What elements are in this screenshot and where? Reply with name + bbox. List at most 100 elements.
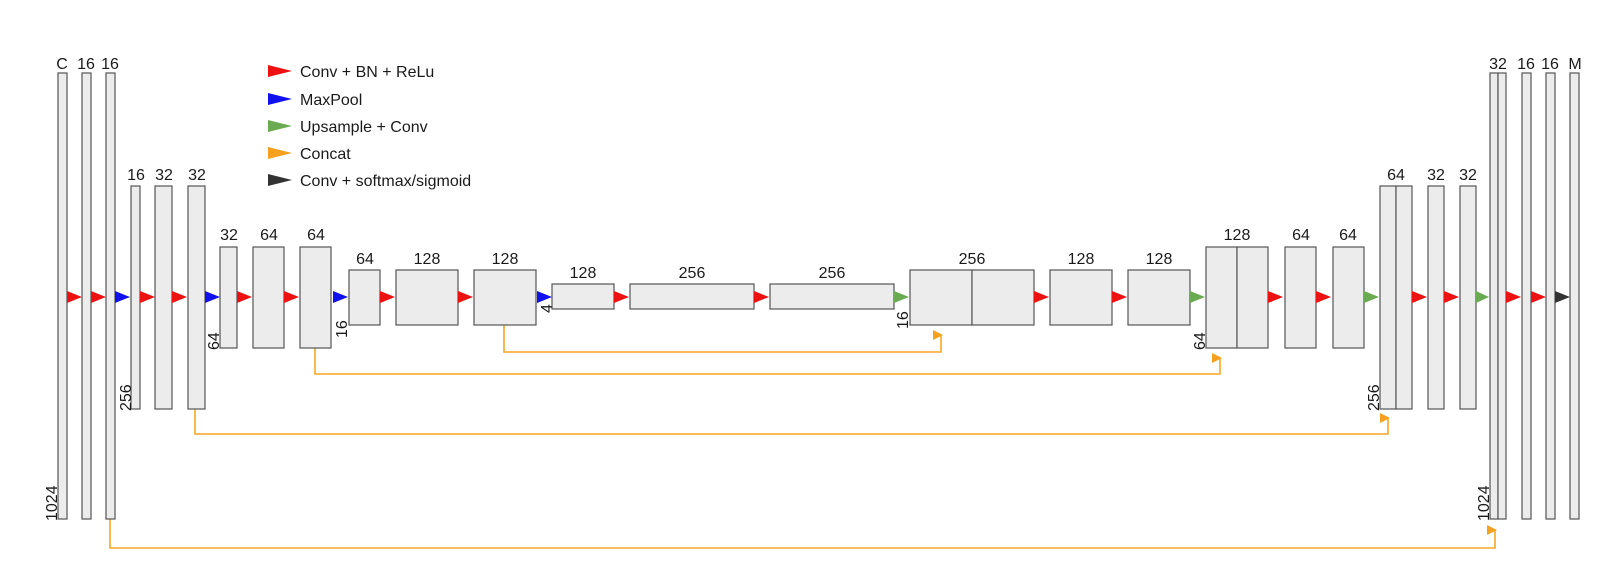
feature-map-enc1-a [81,72,92,520]
black-arrow-icon [268,174,292,186]
feature-map-dec1-concat-right [1497,72,1507,520]
feature-map-enc1-b [105,72,116,520]
feature-map-dec1-b [1545,72,1556,520]
operation-arrows [67,291,1570,303]
feature-map-bottleneck-a [629,283,755,310]
channel-label: 32 [1489,56,1507,73]
upsample-arrow [1190,291,1205,303]
conv-arrow [1506,291,1521,303]
maxpool-arrow [115,291,130,303]
channel-label: 16 [127,167,145,184]
channel-label: 64 [260,227,278,244]
conv-arrow [1531,291,1546,303]
feature-map-enc4-b [473,269,537,326]
conv-arrow [67,291,82,303]
feature-maps [57,72,1580,520]
conv-arrow [1268,291,1283,303]
maxpool-arrow [537,291,552,303]
feature-map-output-m [1569,72,1580,520]
size-label: 16 [334,320,351,338]
conv-arrow [91,291,106,303]
channel-labels: C 16 16 16 32 32 32 64 64 64 128 128 128… [56,56,1581,282]
maxpool-arrow [205,291,220,303]
size-label: 1024 [1476,485,1493,521]
size-label: 16 [895,311,912,329]
conv-arrow [614,291,629,303]
green-arrow-icon [268,120,292,132]
legend-label-final: Conv + softmax/sigmoid [300,173,471,190]
legend-item-final: Conv + softmax/sigmoid [268,173,471,190]
channel-label: 64 [1292,227,1310,244]
channel-label: 32 [1459,167,1477,184]
channel-label: M [1568,56,1581,73]
legend-item-upsample: Upsample + Conv [268,119,428,136]
size-label: 64 [1192,332,1209,350]
feature-map-dec2-concat-right [1395,185,1413,410]
feature-map-enc3-a [252,246,285,349]
channel-label: 128 [570,265,597,282]
blue-arrow-icon [268,93,292,105]
channel-label: C [56,56,68,73]
legend-label-concat: Concat [300,146,351,163]
red-arrow-icon [268,65,292,77]
feature-map-dec3-a [1284,246,1317,349]
size-label: 64 [206,332,223,350]
skip-connections [109,325,1497,549]
upsample-arrow [1364,291,1379,303]
maxpool-arrow [333,291,348,303]
legend: Conv + BN + ReLu MaxPool Upsample + Conv… [268,64,471,190]
conv-arrow [1444,291,1459,303]
feature-map-dec3-b [1332,246,1365,349]
size-label: 1024 [44,485,61,521]
size-labels: 1024 256 64 16 4 16 64 256 1024 [44,304,1493,521]
feature-map-dec4-concat-left [909,269,973,326]
conv-arrow [140,291,155,303]
channel-label: 128 [1224,227,1251,244]
skip-connection-16 [503,325,943,353]
feature-map-enc2-a [154,185,173,410]
channel-label: 16 [101,56,119,73]
conv-arrow [1412,291,1427,303]
upsample-arrow [1476,291,1489,303]
legend-label-conv: Conv + BN + ReLu [300,64,434,81]
channel-label: 32 [220,227,238,244]
feature-map-input-c [57,72,68,520]
channel-label: 16 [77,56,95,73]
feature-map-dec3-concat-right [1236,246,1269,349]
conv-arrow [1316,291,1331,303]
legend-label-upsample: Upsample + Conv [300,119,428,136]
feature-map-bottleneck-b [769,283,895,310]
channel-label: 128 [492,251,519,268]
feature-map-enc3-b [299,246,332,349]
feature-map-dec4-b [1127,269,1191,326]
channel-label: 32 [1427,167,1445,184]
conv-arrow [172,291,187,303]
legend-item-conv: Conv + BN + ReLu [268,64,434,81]
feature-map-enc4-a [395,269,459,326]
conv-arrow [1112,291,1127,303]
channel-label: 64 [1339,227,1357,244]
feature-map-dec4-concat-right [971,269,1035,326]
channel-label: 128 [414,251,441,268]
final-conv-arrow [1555,291,1570,303]
channel-label: 16 [1541,56,1559,73]
size-label: 256 [118,384,135,411]
channel-label: 256 [679,265,706,282]
conv-arrow [237,291,252,303]
channel-label: 128 [1068,251,1095,268]
channel-label: 64 [356,251,374,268]
channel-label: 64 [1387,167,1405,184]
size-label: 4 [539,304,556,313]
legend-item-maxpool: MaxPool [268,92,362,109]
feature-map-bottleneck-pool [551,283,615,310]
conv-arrow [754,291,769,303]
feature-map-dec2-concat-left [1379,185,1397,410]
feature-map-dec3-concat-left [1205,246,1238,349]
size-label: 256 [1366,384,1383,411]
feature-map-dec2-b [1459,185,1477,410]
channel-label: 256 [959,251,986,268]
feature-map-enc2-pool [130,185,141,410]
feature-map-dec1-concat-left [1489,72,1499,520]
feature-map-dec1-a [1521,72,1532,520]
skip-connection-256 [194,409,1390,435]
